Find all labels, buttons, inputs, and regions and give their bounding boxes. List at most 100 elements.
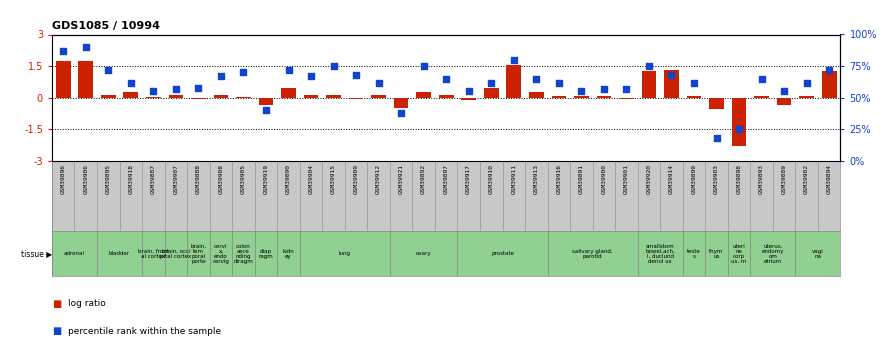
Bar (552, 96, 566, 98)
Point (710, 135, 724, 141)
Text: GSM39897: GSM39897 (444, 164, 449, 194)
Point (259, 108, 273, 113)
Bar (506, 65, 521, 98)
Text: GSM39895: GSM39895 (106, 164, 111, 194)
Text: uteri
ne
corp
us, m: uteri ne corp us, m (731, 244, 746, 264)
Point (777, 89, 791, 94)
Bar (597, 96, 611, 98)
Bar (574, 96, 589, 98)
Bar (642, 71, 656, 98)
Text: GSM39921: GSM39921 (399, 164, 404, 194)
Bar (124, 92, 138, 98)
Text: GSM39918: GSM39918 (128, 164, 134, 194)
Text: GSM39889: GSM39889 (781, 164, 787, 194)
Point (552, 80, 566, 85)
Bar (79, 61, 93, 98)
Bar (710, 98, 724, 109)
Text: GSM39911: GSM39911 (512, 164, 516, 194)
Bar (394, 98, 409, 108)
Bar (326, 95, 340, 98)
Text: brain,
tem
poral
porte: brain, tem poral porte (191, 244, 206, 264)
Bar (213, 95, 228, 98)
Text: GSM39919: GSM39919 (263, 164, 269, 194)
Bar (56, 61, 71, 98)
Text: GSM39916: GSM39916 (556, 164, 562, 194)
Bar (732, 98, 746, 146)
Bar (754, 96, 769, 98)
Text: GSM39896: GSM39896 (61, 164, 65, 194)
Point (124, 80, 138, 85)
Text: GDS1085 / 10994: GDS1085 / 10994 (52, 21, 160, 31)
Text: GSM39905: GSM39905 (241, 164, 246, 194)
Bar (371, 95, 386, 98)
Text: ■: ■ (52, 326, 61, 336)
Bar (168, 95, 183, 98)
Text: diap
ragm: diap ragm (259, 248, 273, 258)
Point (687, 80, 702, 85)
Text: salivary gland,
parotid: salivary gland, parotid (573, 248, 613, 258)
Point (56, 48, 71, 54)
Point (168, 86, 183, 91)
Text: GSM39914: GSM39914 (669, 164, 674, 194)
Text: GSM39910: GSM39910 (488, 164, 494, 194)
Text: bladder: bladder (109, 251, 130, 256)
Point (349, 72, 363, 78)
Point (281, 67, 296, 73)
Bar (349, 98, 364, 99)
Text: tissue ▶: tissue ▶ (21, 249, 52, 258)
Point (754, 76, 769, 81)
Point (619, 86, 633, 91)
Bar (777, 98, 791, 105)
Text: GSM39890: GSM39890 (286, 164, 291, 194)
Text: prostate: prostate (491, 251, 514, 256)
Text: GSM39920: GSM39920 (646, 164, 651, 194)
Bar (101, 95, 116, 98)
Text: adrenal: adrenal (64, 251, 85, 256)
Point (574, 89, 589, 94)
Bar (484, 88, 498, 98)
Text: GSM39908: GSM39908 (219, 164, 223, 194)
Text: GSM39902: GSM39902 (804, 164, 809, 194)
Bar (529, 92, 544, 98)
Point (484, 80, 498, 85)
Point (417, 63, 431, 69)
Text: GSM39917: GSM39917 (466, 164, 471, 194)
Text: GSM39894: GSM39894 (827, 164, 831, 194)
Bar (417, 92, 431, 98)
Text: percentile rank within the sample: percentile rank within the sample (68, 327, 221, 336)
Text: ■: ■ (52, 299, 61, 308)
Bar (259, 98, 273, 105)
Text: GSM39912: GSM39912 (376, 164, 381, 194)
Text: vagi
na: vagi na (812, 248, 823, 258)
Point (214, 73, 228, 79)
Bar (191, 98, 206, 99)
Text: GSM39893: GSM39893 (759, 164, 764, 194)
Point (530, 76, 544, 81)
Text: log ratio: log ratio (68, 299, 106, 308)
Text: brain, front
al cortex: brain, front al cortex (138, 248, 168, 258)
Point (101, 67, 116, 73)
Bar (281, 88, 296, 98)
Point (439, 76, 453, 81)
Text: GSM39899: GSM39899 (692, 164, 696, 194)
Point (191, 85, 205, 90)
Text: smallstom
bowel,ach,
l, duclund
denul us: smallstom bowel,ach, l, duclund denul us (645, 244, 675, 264)
Point (461, 89, 476, 94)
Point (642, 63, 656, 69)
Text: GSM39900: GSM39900 (601, 164, 607, 194)
Point (146, 89, 160, 94)
Text: cervi
x,
endo
cervig: cervi x, endo cervig (212, 244, 229, 264)
Point (506, 57, 521, 62)
Text: colon
asce
nding
diragm: colon asce nding diragm (234, 244, 254, 264)
Text: thym
us: thym us (710, 248, 724, 258)
Point (664, 72, 678, 78)
Point (304, 73, 318, 79)
Bar (237, 97, 251, 98)
Text: GSM39907: GSM39907 (173, 164, 178, 194)
Text: GSM39898: GSM39898 (737, 164, 742, 194)
Bar (619, 98, 633, 99)
Bar (799, 96, 814, 98)
Text: GSM39903: GSM39903 (714, 164, 719, 194)
Text: GSM39892: GSM39892 (421, 164, 426, 194)
Text: teste
s: teste s (687, 248, 701, 258)
